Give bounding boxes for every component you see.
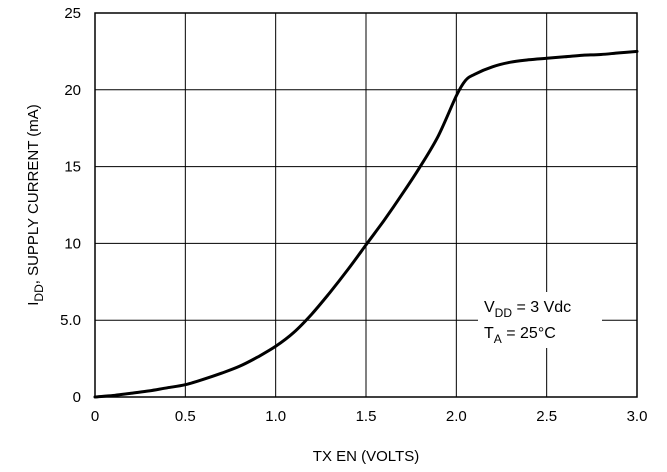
- x-tick-label: 0.5: [175, 408, 196, 425]
- annotation-vdd: VDD = 3 Vdc: [484, 299, 571, 320]
- plot-frame: [94, 12, 638, 398]
- y-tick-label: 0: [73, 389, 81, 406]
- y-tick-label: 25: [64, 5, 81, 22]
- annotation-background: [478, 292, 602, 348]
- annotation-ta: TA = 25°C: [484, 325, 556, 346]
- x-tick-label: 2.5: [536, 408, 557, 425]
- x-tick-label: 1.5: [356, 408, 377, 425]
- x-tick-label: 0: [91, 408, 99, 425]
- y-tick-label: 5.0: [60, 312, 81, 329]
- x-tick-label: 3.0: [627, 408, 648, 425]
- x-axis-title: TX EN (VOLTS): [313, 448, 419, 465]
- y-axis-ticks: 0 5.0 10 15 20 25: [60, 5, 81, 406]
- supply-current-curve: [93, 49, 639, 399]
- y-axis-title: IDD, SUPPLY CURRENT (mA): [25, 104, 46, 306]
- y-tick-label: 10: [64, 235, 81, 252]
- x-tick-label: 1.0: [265, 408, 286, 425]
- x-tick-label: 2.0: [446, 408, 467, 425]
- y-tick-label: 20: [64, 82, 81, 99]
- y-tick-label: 15: [64, 159, 81, 176]
- x-axis-ticks: 0 0.5 1.0 1.5 2.0 2.5 3.0: [91, 408, 648, 425]
